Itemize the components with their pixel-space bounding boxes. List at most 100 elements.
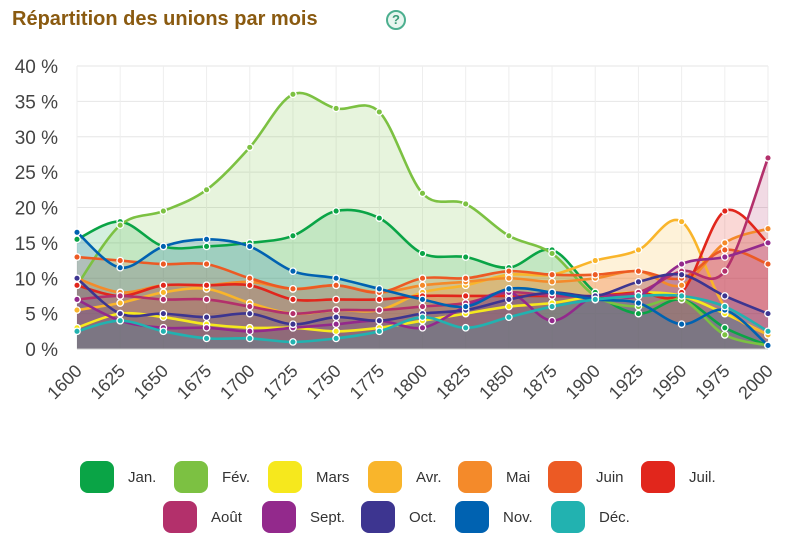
data-point-oct[interactable] xyxy=(505,295,513,304)
data-point-oct[interactable] xyxy=(245,309,254,318)
data-point-juin[interactable] xyxy=(634,267,643,276)
data-point-oct[interactable] xyxy=(764,309,772,318)
data-point-jan[interactable] xyxy=(720,323,729,332)
data-point-fev[interactable] xyxy=(202,185,211,194)
data-point-dec[interactable] xyxy=(591,295,600,304)
data-point-dec[interactable] xyxy=(720,302,729,311)
data-point-juin[interactable] xyxy=(548,270,556,279)
help-icon[interactable]: ? xyxy=(386,10,406,30)
data-point-dec[interactable] xyxy=(289,338,297,346)
data-point-nov[interactable] xyxy=(418,295,427,304)
data-point-sept[interactable] xyxy=(202,323,211,332)
data-point-juin[interactable] xyxy=(245,274,254,283)
data-point-nov[interactable] xyxy=(116,263,125,272)
data-point-nov[interactable] xyxy=(375,285,384,293)
data-point-oct[interactable] xyxy=(720,292,729,300)
data-point-mars[interactable] xyxy=(505,302,513,311)
data-point-juin[interactable] xyxy=(116,256,125,265)
data-point-nov[interactable] xyxy=(634,299,643,307)
data-point-jan[interactable] xyxy=(332,207,340,215)
data-point-mai[interactable] xyxy=(764,224,772,233)
data-point-sept[interactable] xyxy=(73,295,81,304)
data-point-nov[interactable] xyxy=(289,267,297,276)
data-point-juin[interactable] xyxy=(505,267,513,276)
data-point-dec[interactable] xyxy=(159,327,168,336)
data-point-sept[interactable] xyxy=(677,260,686,268)
data-point-juil[interactable] xyxy=(720,207,729,215)
data-point-nov[interactable] xyxy=(159,242,168,251)
data-point-jan[interactable] xyxy=(202,242,211,251)
data-point-aout[interactable] xyxy=(764,154,772,162)
data-point-sept[interactable] xyxy=(720,253,729,261)
legend-item-fev[interactable]: Fév. xyxy=(174,457,264,493)
data-point-nov[interactable] xyxy=(245,242,254,251)
data-point-sept[interactable] xyxy=(548,316,556,325)
data-point-fev[interactable] xyxy=(332,104,340,113)
data-point-juil[interactable] xyxy=(289,295,297,304)
data-point-dec[interactable] xyxy=(634,292,643,300)
data-point-nov[interactable] xyxy=(764,341,772,350)
data-point-oct[interactable] xyxy=(289,320,297,329)
data-point-juin[interactable] xyxy=(73,253,81,261)
data-point-nov[interactable] xyxy=(548,288,556,297)
data-point-jan[interactable] xyxy=(375,214,384,222)
data-point-aout[interactable] xyxy=(418,302,427,311)
data-point-fev[interactable] xyxy=(245,143,254,152)
data-point-avr[interactable] xyxy=(73,306,81,314)
data-point-juin[interactable] xyxy=(418,274,427,283)
legend-item-dec[interactable]: Déc. xyxy=(551,497,641,533)
data-point-aout[interactable] xyxy=(720,267,729,276)
data-point-juil[interactable] xyxy=(332,295,340,304)
data-point-jan[interactable] xyxy=(73,235,81,244)
data-point-oct[interactable] xyxy=(634,277,643,286)
data-point-sept[interactable] xyxy=(418,323,427,332)
data-point-juin[interactable] xyxy=(764,260,772,268)
data-point-jan[interactable] xyxy=(418,249,427,258)
data-point-mai[interactable] xyxy=(720,239,729,247)
legend-item-jan[interactable]: Jan. xyxy=(80,457,170,493)
data-point-fev[interactable] xyxy=(159,207,168,215)
data-point-juil[interactable] xyxy=(202,281,211,290)
data-point-sept[interactable] xyxy=(764,239,772,247)
data-point-juin[interactable] xyxy=(202,260,211,268)
data-point-fev[interactable] xyxy=(548,249,556,258)
data-point-dec[interactable] xyxy=(202,334,211,343)
data-point-avr[interactable] xyxy=(591,256,600,265)
data-point-jan[interactable] xyxy=(461,253,470,261)
data-point-aout[interactable] xyxy=(159,295,168,304)
data-point-fev[interactable] xyxy=(418,189,427,198)
legend-item-nov[interactable]: Nov. xyxy=(455,497,545,533)
data-point-oct[interactable] xyxy=(677,270,686,279)
data-point-juil[interactable] xyxy=(461,292,470,300)
data-point-dec[interactable] xyxy=(418,313,427,322)
legend-item-sept[interactable]: Sept. xyxy=(262,497,352,533)
data-point-fev[interactable] xyxy=(289,90,297,99)
data-point-fev[interactable] xyxy=(116,221,125,230)
data-point-avr[interactable] xyxy=(634,246,643,254)
data-point-oct[interactable] xyxy=(332,313,340,322)
data-point-juil[interactable] xyxy=(375,295,384,304)
data-point-avr[interactable] xyxy=(159,288,168,297)
data-point-dec[interactable] xyxy=(73,327,81,336)
data-point-dec[interactable] xyxy=(375,327,384,336)
data-point-dec[interactable] xyxy=(548,302,556,311)
data-point-aout[interactable] xyxy=(289,309,297,318)
legend-item-avr[interactable]: Avr. xyxy=(368,457,458,493)
data-point-oct[interactable] xyxy=(375,316,384,325)
data-point-aout[interactable] xyxy=(245,302,254,311)
data-point-mai[interactable] xyxy=(677,281,686,290)
legend-item-juin[interactable]: Juin xyxy=(548,457,638,493)
data-point-nov[interactable] xyxy=(202,235,211,244)
data-point-juin[interactable] xyxy=(289,285,297,293)
data-point-aout[interactable] xyxy=(202,295,211,304)
legend-item-oct[interactable]: Oct. xyxy=(361,497,451,533)
data-point-oct[interactable] xyxy=(73,274,81,283)
data-point-mai[interactable] xyxy=(418,281,427,290)
data-point-juil[interactable] xyxy=(159,281,168,290)
data-point-fev[interactable] xyxy=(461,200,470,208)
data-point-nov[interactable] xyxy=(73,228,81,237)
data-point-sept[interactable] xyxy=(332,320,340,329)
legend-item-juil[interactable]: Juil. xyxy=(641,457,731,493)
data-point-oct[interactable] xyxy=(116,309,125,318)
data-point-aout[interactable] xyxy=(332,306,340,314)
